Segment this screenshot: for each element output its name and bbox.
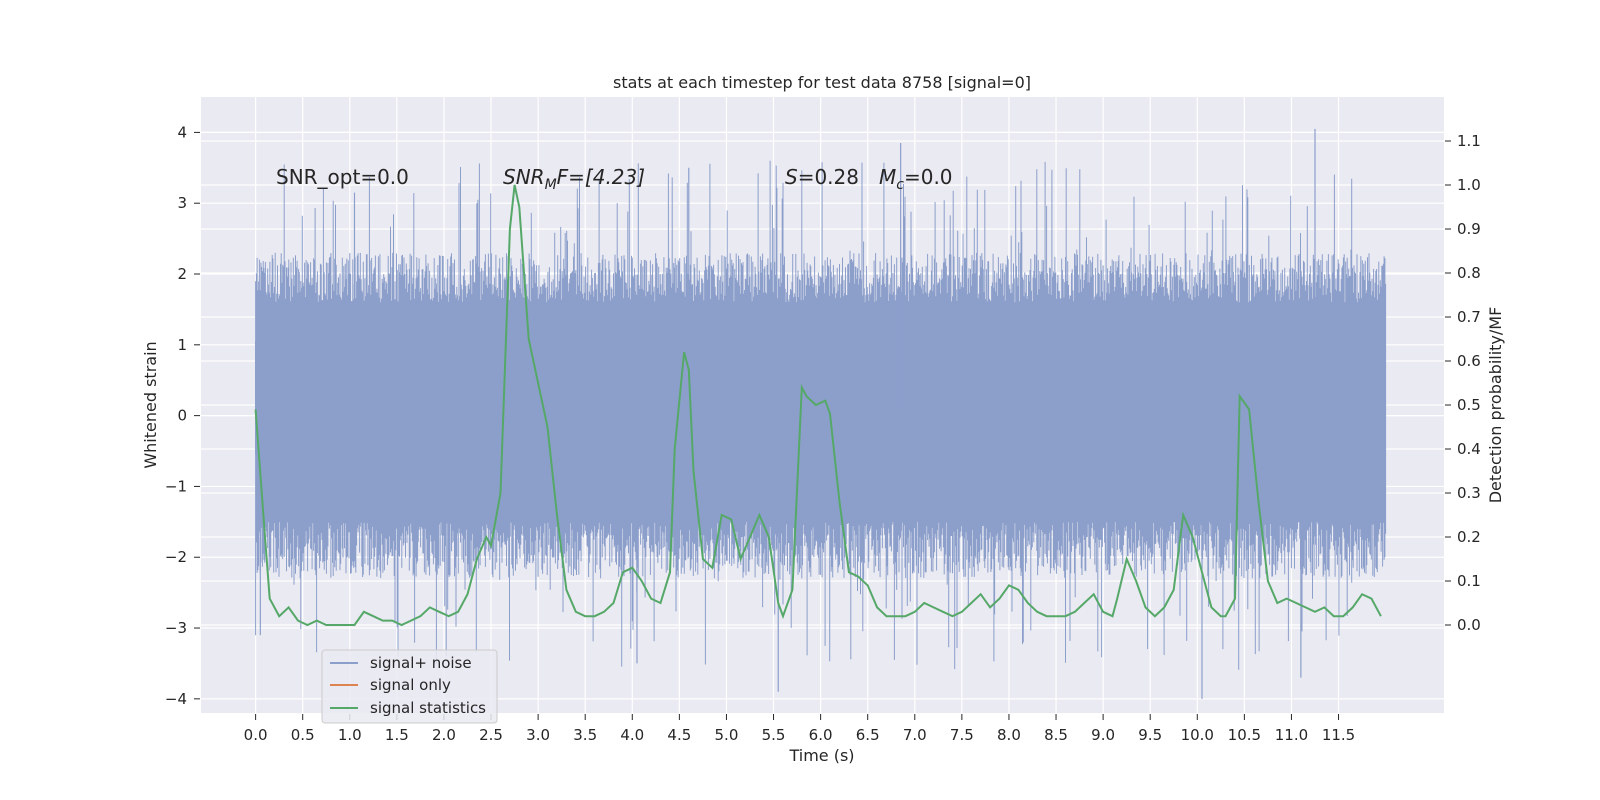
x-tick-label: 3.5 [573, 726, 597, 744]
annotation-mc-sub: c [896, 177, 904, 193]
x-tick-label: 4.0 [620, 726, 644, 744]
noise-spikes [255, 160, 1387, 670]
x-tick-label: 7.5 [950, 726, 974, 744]
right-y-tick-label: 0.7 [1457, 308, 1481, 326]
annotation-mc: Mc=0.0 [879, 165, 953, 193]
annotation-s-rest: =0.28 [798, 165, 859, 189]
x-tick-label: 4.5 [667, 726, 691, 744]
annotation-snr-mf-rest: F=[4.23] [557, 165, 645, 189]
annotation-snr-mf: SNRMF=[4.23] [503, 165, 645, 193]
annotation-mc-rest: =0.0 [904, 165, 953, 189]
x-tick-label: 6.5 [856, 726, 880, 744]
x-tick-label: 9.0 [1091, 726, 1115, 744]
x-tick-label: 0.0 [244, 726, 268, 744]
x-tick-label: 3.0 [526, 726, 550, 744]
right-y-tick-label: 0.4 [1457, 440, 1481, 458]
right-y-tick-label: 0.3 [1457, 484, 1481, 502]
x-axis: 0.0 0.5 1.0 1.5 2.0 2.5 3.0 3.5 4.0 4.5 5.0 5.5 6.0 6… [244, 714, 1355, 744]
x-tick-label: 10.0 [1181, 726, 1214, 744]
annotation-snr-mf-main: SNR [503, 165, 545, 189]
x-tick-label: 5.0 [715, 726, 739, 744]
left-y-tick-label: −3 [165, 619, 187, 637]
right-y-tick-label: 1.1 [1457, 132, 1481, 150]
legend-label-signal-only: signal only [370, 676, 451, 694]
signal-statistics-line [254, 184, 1382, 627]
right-y-axis: 1.1 1.0 0.9 0.8 0.7 0.6 0.5 0.4 0.3 0.2 0.1 0.0 [1445, 132, 1481, 634]
x-tick-label: 9.5 [1138, 726, 1162, 744]
x-tick-label: 11.5 [1322, 726, 1355, 744]
left-y-tick-label: 4 [177, 123, 187, 141]
x-tick-label: 6.0 [809, 726, 833, 744]
x-tick-label: 2.5 [479, 726, 503, 744]
left-y-tick-label: −1 [165, 477, 187, 495]
left-y-axis-label: Whitened strain [141, 341, 160, 468]
right-y-tick-label: 0.6 [1457, 352, 1481, 370]
signal-noise-series [255, 128, 1387, 699]
right-y-tick-label: 0.8 [1457, 264, 1481, 282]
x-tick-label: 2.0 [432, 726, 456, 744]
left-y-axis: 4 3 2 1 0 −1 −2 −3 −4 [165, 123, 200, 708]
x-axis-label: Time (s) [788, 746, 854, 765]
x-tick-label: 5.5 [762, 726, 786, 744]
x-tick-label: 8.5 [1044, 726, 1068, 744]
legend-box [321, 649, 498, 724]
legend-label-signal-noise: signal+ noise [370, 654, 472, 672]
left-y-tick-label: 1 [177, 336, 187, 354]
right-y-tick-label: 0.1 [1457, 572, 1481, 590]
annotation-snr-opt: SNR_opt=0.0 [276, 165, 409, 189]
right-y-tick-label: 1.0 [1457, 176, 1481, 194]
right-y-tick-label: 0.0 [1457, 616, 1481, 634]
legend-label-signal-statistics: signal statistics [370, 699, 486, 717]
x-tick-label: 8.0 [997, 726, 1021, 744]
annotation-snr-mf-sub: M [545, 177, 557, 193]
left-y-tick-label: 0 [177, 407, 187, 425]
left-y-tick-label: 2 [177, 265, 187, 283]
annotation-s-main: S [785, 165, 798, 189]
x-tick-label: 1.5 [385, 726, 409, 744]
left-y-tick-label: −4 [165, 690, 187, 708]
right-y-tick-label: 0.9 [1457, 220, 1481, 238]
x-tick-label: 0.5 [291, 726, 315, 744]
x-tick-label: 7.0 [903, 726, 927, 744]
annotation-s: S=0.28 [785, 165, 859, 189]
annotation-mc-main: M [879, 165, 896, 189]
chart-title: stats at each timestep for test data 875… [613, 73, 1031, 92]
left-y-tick-label: 3 [177, 194, 187, 212]
right-y-tick-label: 0.2 [1457, 528, 1481, 546]
legend: signal+ noise signal only signal statist… [321, 649, 498, 724]
right-y-axis-label: Detection probability/MF [1486, 307, 1505, 504]
right-y-tick-label: 0.5 [1457, 396, 1481, 414]
x-tick-label: 1.0 [338, 726, 362, 744]
x-tick-label: 10.5 [1228, 726, 1261, 744]
signal-statistics-series [254, 184, 1382, 627]
x-tick-label: 11.0 [1275, 726, 1308, 744]
left-y-tick-label: −2 [165, 548, 187, 566]
